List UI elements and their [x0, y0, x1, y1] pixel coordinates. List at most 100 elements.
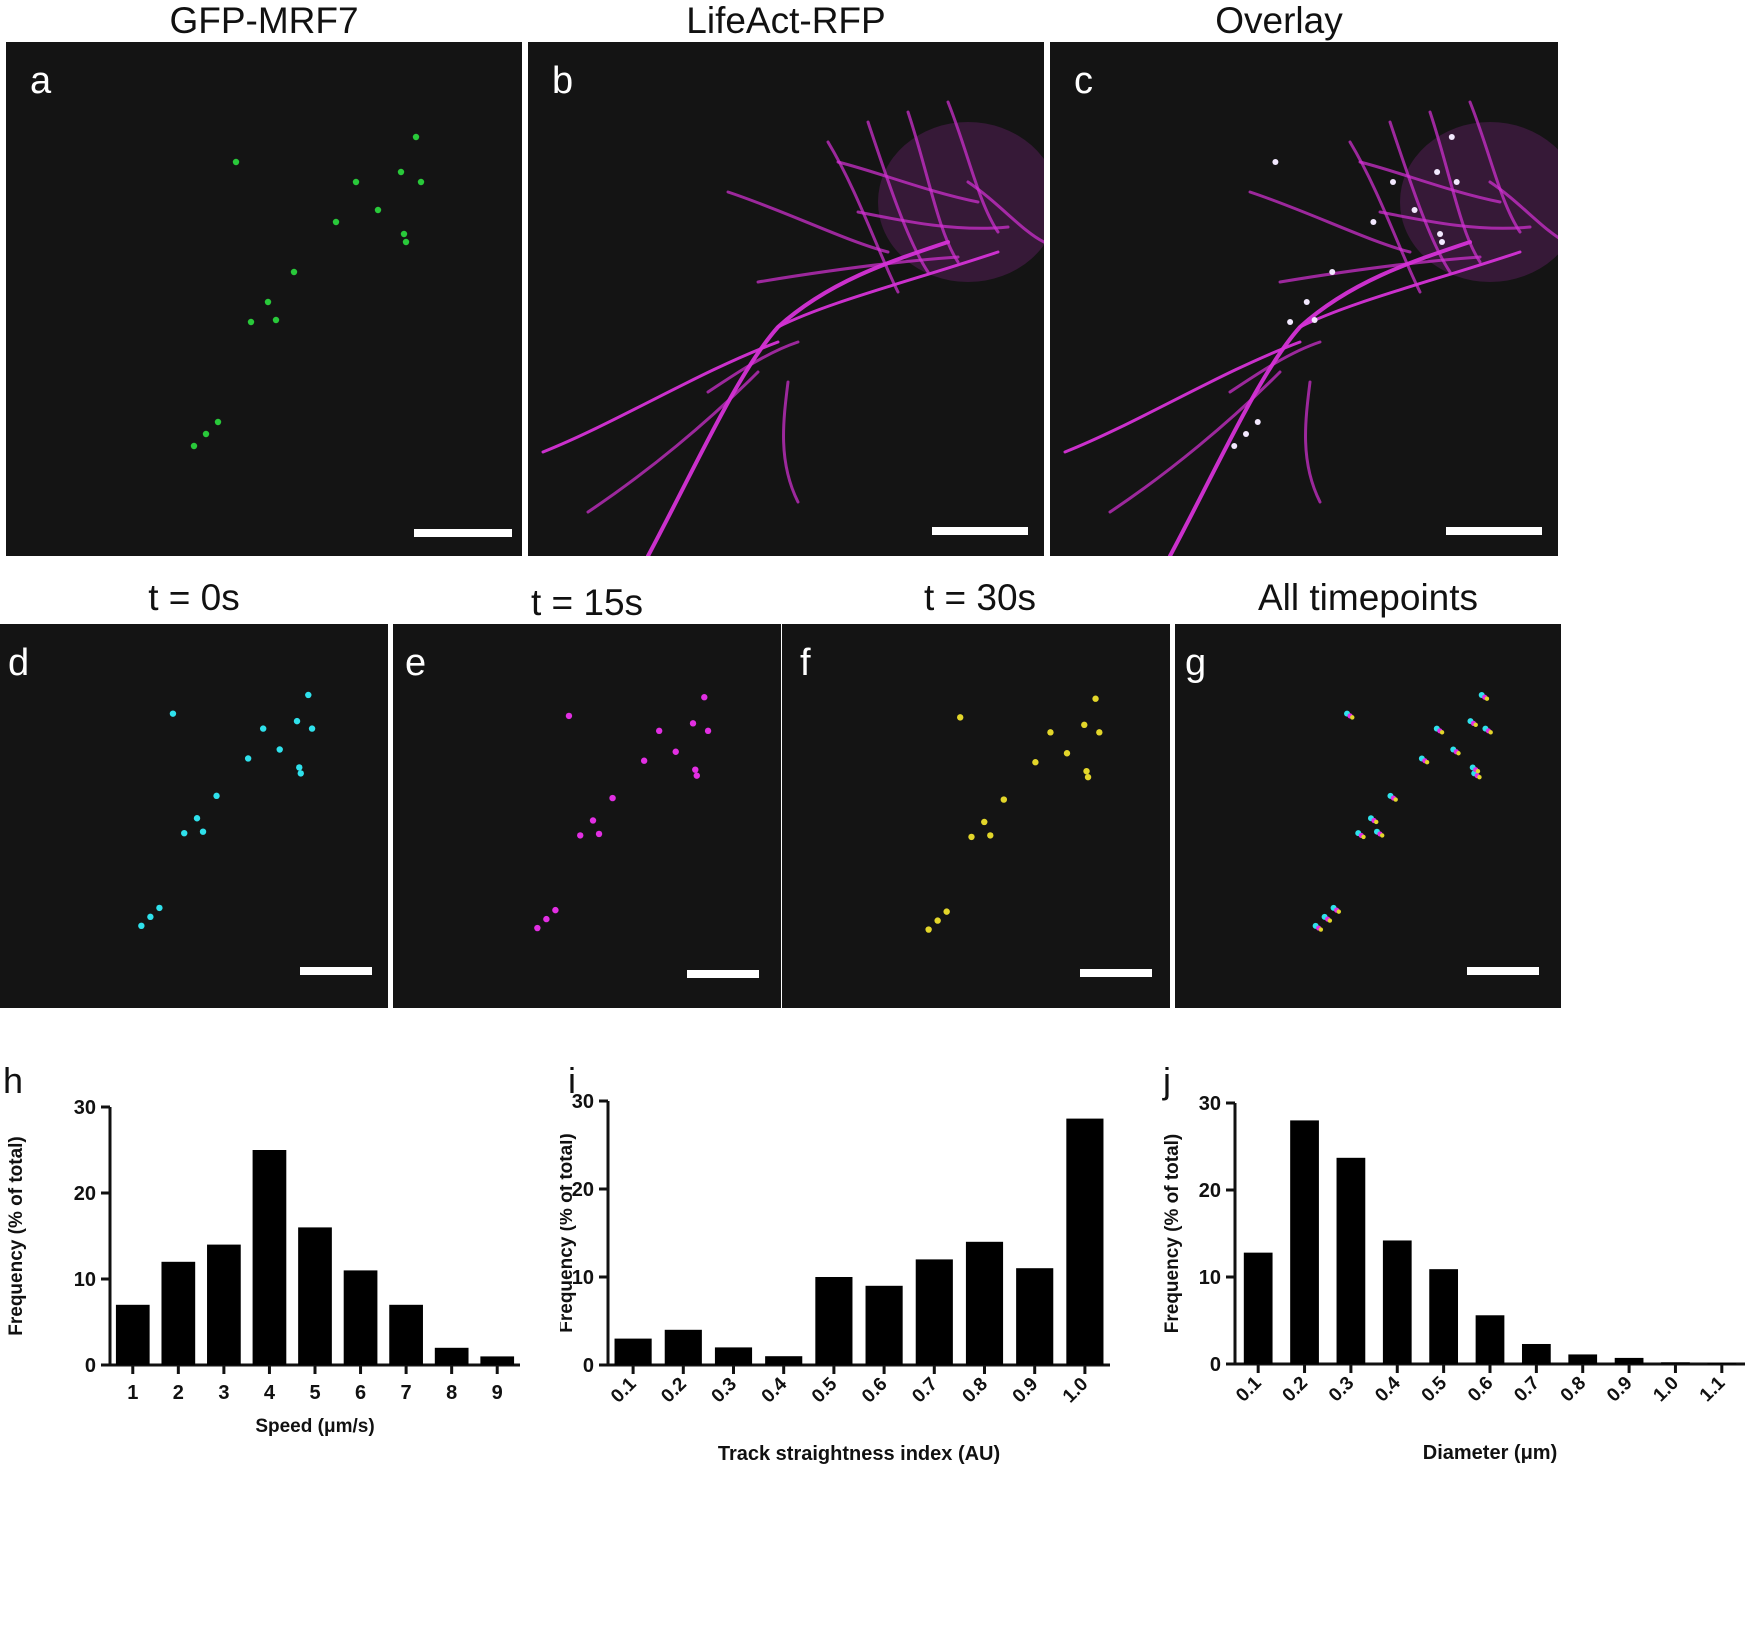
- gfp-puncta: [190, 133, 425, 450]
- panel-a-image: [190, 133, 425, 450]
- histogram-bar: [714, 1347, 753, 1365]
- actin-filaments: [541, 100, 1044, 556]
- y-axis-label: Frequency (% of total): [560, 1133, 577, 1333]
- scale-bar: [1446, 527, 1542, 535]
- histogram-bar: [1614, 1357, 1644, 1364]
- histogram-bar: [1568, 1354, 1598, 1364]
- histogram-diameter-svg: 0 10 20 30 0.1 0.2 0.3 0.4 0.5 0.6 0.7 0.8 0.9 1.0 1.1…: [1162, 1093, 1745, 1464]
- chart-j-letter: j: [1163, 1060, 1171, 1101]
- histogram-bar: [614, 1338, 652, 1365]
- puncta-t15: [534, 694, 712, 932]
- chart-i-letter: i: [568, 1060, 576, 1101]
- panel-c-title: Overlay: [1215, 0, 1343, 41]
- scale-bar: [932, 527, 1028, 535]
- panel-b-letter: b: [552, 60, 574, 102]
- x-tick-label: 4: [264, 1382, 276, 1404]
- histogram-bar: [298, 1227, 332, 1365]
- panel-b-image: [541, 100, 1044, 556]
- panel-e-title: t = 15s: [530, 582, 644, 623]
- x-tick-label: 8: [446, 1382, 457, 1404]
- x-tick-label: 0.7: [908, 1374, 942, 1408]
- y-tick-label: 30: [1199, 1093, 1221, 1115]
- y-tick-label: 0: [1210, 1354, 1221, 1376]
- histogram-bar: [480, 1356, 515, 1365]
- x-tick-label: 0.1: [607, 1373, 641, 1407]
- panel-a-title: GFP-MRF7: [169, 0, 359, 41]
- y-tick-label: 0: [583, 1355, 594, 1377]
- histogram-bar: [865, 1285, 903, 1365]
- micrograph-panel-g: g: [1175, 624, 1561, 1008]
- scale-bar: [687, 970, 759, 978]
- scale-bar: [300, 967, 372, 975]
- y-tick-label: 10: [572, 1267, 594, 1289]
- y-tick-label: 30: [572, 1091, 594, 1113]
- panel-g-letter: g: [1185, 642, 1207, 684]
- x-axis-label: Track straightness index (AU): [718, 1443, 1000, 1465]
- x-axis-label: Diameter (μm): [1423, 1442, 1558, 1464]
- histogram-bar: [1066, 1118, 1104, 1365]
- y-tick-label: 10: [74, 1269, 96, 1291]
- y-tick-label: 20: [572, 1179, 594, 1201]
- micrograph-panel-d: d: [0, 624, 388, 1008]
- histogram-bar: [965, 1241, 1004, 1365]
- histogram-bar: [1243, 1252, 1273, 1364]
- histogram-straightness: 0 10 20 30 0.1 0.2 0.3 0.4 0.5 0.6 0.7 0.8 0.9 1.0 Tra…: [556, 1080, 1120, 1626]
- micrograph-panel-a: a: [6, 42, 522, 556]
- panel-c-image: [1063, 100, 1558, 556]
- x-tick-label: 1.1: [1696, 1372, 1730, 1406]
- histogram-bar: [1475, 1315, 1505, 1364]
- x-tick-label: 0.8: [959, 1374, 993, 1408]
- histogram-bar: [161, 1261, 196, 1365]
- panel-e-letter: e: [405, 642, 427, 684]
- histogram-bar: [1661, 1362, 1690, 1364]
- x-tick-label: 0.2: [1279, 1373, 1313, 1407]
- x-tick-label: 0.6: [1464, 1373, 1498, 1407]
- x-tick-label: 0.6: [858, 1374, 892, 1408]
- micrograph-panel-f: f: [782, 624, 1170, 1008]
- histogram-bar: [664, 1329, 702, 1365]
- puncta-all-timepoints: [1312, 691, 1493, 932]
- x-tick-label: 0.1: [1232, 1372, 1266, 1406]
- y-axis-label: Frequency (% of total): [6, 1136, 27, 1336]
- x-tick-label: 0.4: [1371, 1372, 1405, 1406]
- puncta-t30: [925, 695, 1103, 933]
- x-tick-label: 1: [127, 1382, 138, 1404]
- histogram-speed-svg: 0 10 20 30 1 2 3 4 5 6 7 8 9 Speed (μm/s) Frequency (%…: [6, 1097, 520, 1437]
- histogram-bar: [207, 1244, 241, 1365]
- histogram-bar: [434, 1347, 469, 1365]
- panel-f-letter: f: [800, 642, 811, 684]
- histogram-bar: [1336, 1157, 1366, 1364]
- x-tick-label: 0.5: [1418, 1372, 1452, 1406]
- x-tick-label: 0.5: [808, 1373, 842, 1407]
- histogram-bar: [915, 1259, 953, 1365]
- histogram-speed: 0 10 20 30 1 2 3 4 5 6 7 8 9 Speed (μm/s) Frequency (%…: [0, 1080, 540, 1626]
- histogram-straightness-svg: 0 10 20 30 0.1 0.2 0.3 0.4 0.5 0.6 0.7 0.8 0.9 1.0 Tra…: [556, 1091, 1110, 1465]
- y-axis-label: Frequency (% of total): [1162, 1134, 1183, 1334]
- histogram-diameter: 0 10 20 30 0.1 0.2 0.3 0.4 0.5 0.6 0.7 0.8 0.9 1.0 1.1…: [1160, 1080, 1749, 1626]
- histogram-bar: [252, 1150, 287, 1365]
- histogram-bar: [1429, 1269, 1459, 1364]
- x-tick-label: 2: [173, 1382, 184, 1404]
- micrograph-panel-e: e: [393, 624, 781, 1008]
- x-tick-label: 1.0: [1649, 1373, 1683, 1407]
- x-tick-label: 0.3: [708, 1374, 742, 1408]
- histogram-bar: [1382, 1240, 1412, 1364]
- histogram-bar: [765, 1356, 803, 1365]
- chart-h-letter: h: [3, 1060, 24, 1101]
- panel-a-letter: a: [30, 60, 52, 102]
- puncta-t0: [138, 691, 316, 930]
- panel-b-title: LifeAct-RFP: [686, 0, 886, 41]
- histogram-bar: [115, 1304, 150, 1365]
- x-tick-label: 1.0: [1059, 1374, 1093, 1408]
- histogram-bar: [1707, 1363, 1737, 1365]
- y-tick-label: 20: [74, 1183, 96, 1205]
- x-tick-label: 9: [492, 1382, 503, 1404]
- y-tick-label: 0: [85, 1355, 96, 1377]
- micrograph-panel-b: b: [528, 42, 1044, 556]
- histogram-bar: [815, 1277, 853, 1365]
- x-tick-label: 5: [309, 1382, 320, 1404]
- panel-f-title: t = 30s: [923, 577, 1037, 618]
- x-axis-label: Speed (μm/s): [255, 1416, 374, 1437]
- y-tick-label: 10: [1199, 1267, 1221, 1289]
- x-tick-label: 6: [355, 1382, 366, 1404]
